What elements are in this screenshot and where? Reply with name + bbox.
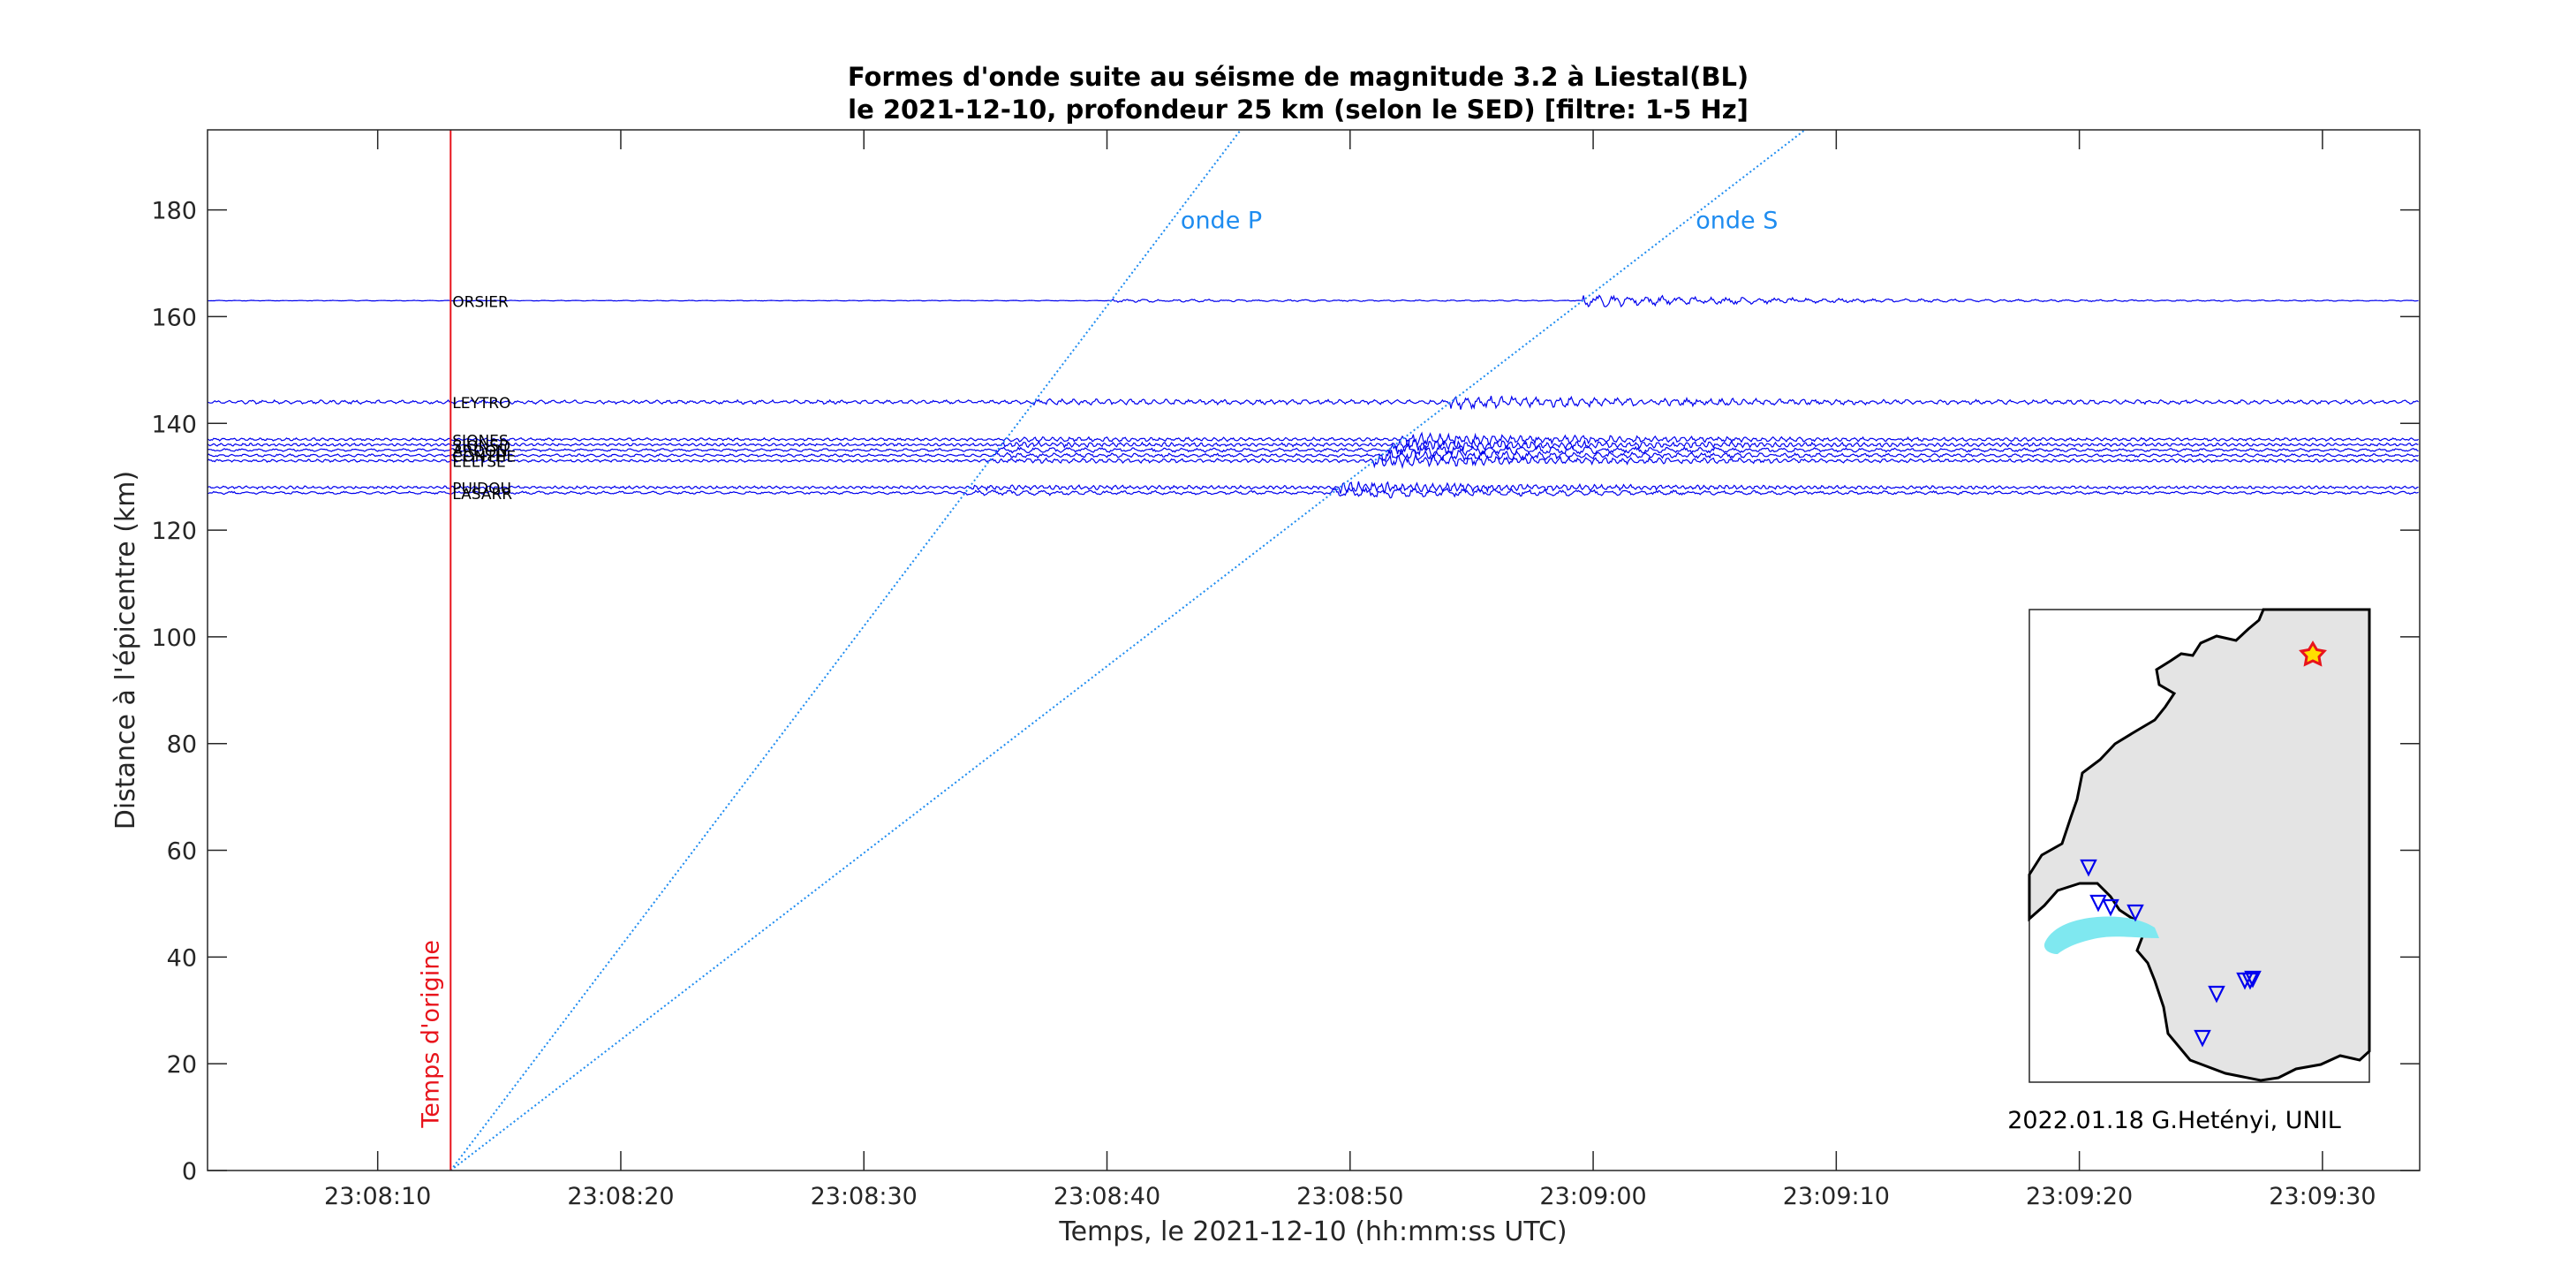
station-triangle-icon xyxy=(2127,904,2144,922)
y-tick-label: 20 xyxy=(167,1051,197,1079)
waveform-trace xyxy=(208,481,2419,495)
y-tick-label: 120 xyxy=(151,518,197,545)
waveform-trace xyxy=(208,438,2419,452)
station-triangle-icon xyxy=(2194,1029,2211,1048)
station-triangle-icon xyxy=(2102,898,2119,917)
station-label: ORSIER xyxy=(452,293,509,311)
y-tick-label: 40 xyxy=(167,944,197,972)
station-label: LEYTRO xyxy=(452,395,510,413)
plot-frame xyxy=(207,129,2421,1171)
inset-map-credit: 2022.01.18 G.Hetényi, UNIL xyxy=(2007,1107,2341,1134)
y-tick-label: 60 xyxy=(167,838,197,866)
station-triangle-icon xyxy=(2080,859,2097,877)
waveform-trace xyxy=(208,452,2419,469)
s-wave-line xyxy=(449,130,1806,1171)
x-tick-label: 23:09:20 xyxy=(2026,1183,2133,1210)
waveform-trace xyxy=(208,294,2419,308)
x-tick-label: 23:08:10 xyxy=(324,1183,431,1210)
inset-map-land xyxy=(2028,608,2371,1082)
x-axis-label: Temps, le 2021-12-10 (hh:mm:ss UTC) xyxy=(1058,1216,1567,1247)
station-labels: ORSIER LEYTRO SIONESSIONSDARDONCONTHEEELTS… xyxy=(452,293,516,503)
waveform-trace xyxy=(208,486,2419,499)
p-wave-label: onde P xyxy=(1181,208,1262,235)
station-triangle-icon xyxy=(2241,972,2259,990)
y-axis-ticks: 0 20 40 60 80 100 120 140 160 180 xyxy=(151,198,2420,1186)
chart-title-line2: le 2021-12-10, profondeur 25 km (selon l… xyxy=(848,95,1749,125)
inset-map-stations xyxy=(2080,859,2262,1048)
plot-area: ORSIER LEYTRO SIONESSIONSDARDONCONTHEEELTS… xyxy=(151,129,2421,1210)
x-tick-label: 23:09:10 xyxy=(1783,1183,1890,1210)
waveform-trace xyxy=(208,449,2419,464)
y-tick-label: 180 xyxy=(151,198,197,225)
epicenter-star-icon xyxy=(2299,640,2327,667)
waveform-trace xyxy=(208,442,2419,457)
x-tick-label: 23:08:50 xyxy=(1296,1183,1403,1210)
x-axis-ticks: 23:08:10 23:08:20 23:08:30 23:08:40 23:08:50… xyxy=(324,130,2376,1210)
station-label: SIONES xyxy=(452,432,508,450)
y-tick-label: 0 xyxy=(182,1158,197,1186)
station-triangle-icon xyxy=(2244,970,2262,989)
y-tick-label: 100 xyxy=(151,625,197,652)
inset-map-lake xyxy=(2043,916,2159,954)
x-tick-label: 23:09:30 xyxy=(2269,1183,2376,1210)
x-tick-label: 23:08:20 xyxy=(567,1183,674,1210)
x-tick-label: 23:08:30 xyxy=(811,1183,918,1210)
station-triangle-icon xyxy=(2208,985,2225,1004)
station-label: ARDON xyxy=(452,443,508,460)
station-label: EELTSE xyxy=(452,454,506,472)
y-axis-label: Distance à l'épicentre (km) xyxy=(110,471,141,830)
waveform-traces xyxy=(208,294,2419,499)
waveform-trace xyxy=(208,431,2419,448)
y-tick-label: 80 xyxy=(167,731,197,759)
x-tick-label: 23:09:00 xyxy=(1539,1183,1646,1210)
station-label: SIONSD xyxy=(452,437,510,455)
s-wave-label: onde S xyxy=(1696,208,1778,235)
station-triangle-icon xyxy=(2089,894,2107,913)
station-label: LASARR xyxy=(452,486,512,504)
x-tick-label: 23:08:40 xyxy=(1054,1183,1160,1210)
station-label: PUIDOU xyxy=(452,481,511,498)
y-tick-label: 160 xyxy=(151,304,197,331)
station-label: CONTHE xyxy=(452,449,516,466)
origin-time-label: Temps d'origine xyxy=(417,940,444,1129)
wave-arrival-lines xyxy=(449,130,1806,1171)
chart-title-line1: Formes d'onde suite au séisme de magnitu… xyxy=(848,62,1749,92)
waveform-trace xyxy=(208,395,2419,411)
p-wave-line xyxy=(449,130,1242,1171)
y-tick-label: 140 xyxy=(151,411,197,438)
inset-map: 2022.01.18 G.Hetényi, UNIL xyxy=(2007,608,2371,1134)
